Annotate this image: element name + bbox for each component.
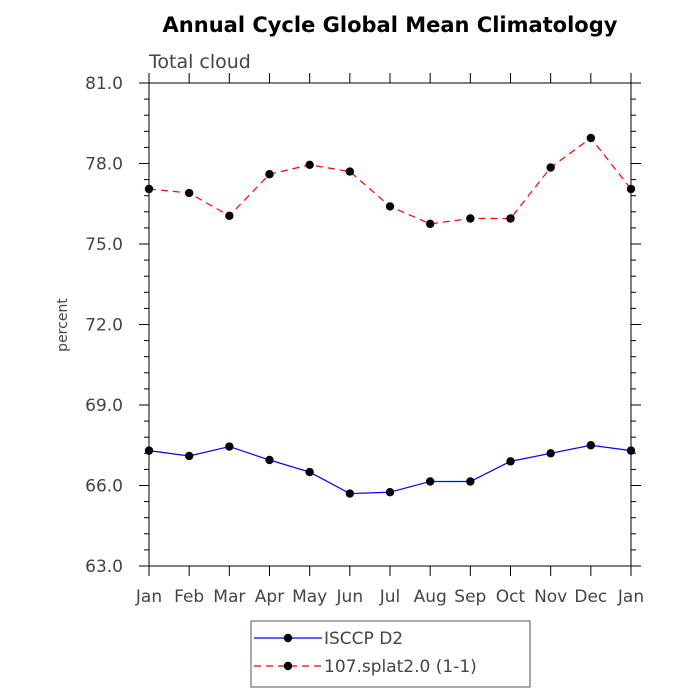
- legend-box: [250, 620, 531, 688]
- legend: ISCCP D2 107.splat2.0 (1-1): [250, 620, 531, 688]
- y-axis: 63.0 66.0 69.0 72.0 75.0 78.0 81.0: [85, 74, 641, 577]
- x-tick-label: May: [292, 587, 327, 607]
- data-point: [546, 163, 555, 172]
- data-point: [506, 214, 515, 223]
- data-point: [425, 219, 435, 229]
- y-axis-label: percent: [55, 298, 71, 352]
- data-point: [586, 133, 596, 143]
- data-point: [345, 489, 355, 498]
- data-point: [385, 488, 395, 497]
- data-point: [184, 451, 194, 461]
- data-point: [546, 449, 555, 458]
- legend-marker: [283, 661, 293, 671]
- y-tick-label: 81.0: [85, 74, 123, 94]
- y-tick-label: 69.0: [85, 396, 123, 416]
- data-point: [626, 184, 636, 194]
- data-point: [265, 455, 274, 465]
- data-point: [144, 446, 154, 455]
- chart-title: Annual Cycle Global Mean Climatology: [163, 13, 618, 37]
- legend-marker: [283, 633, 293, 643]
- series-1: [144, 441, 636, 498]
- data-point: [466, 214, 475, 223]
- y-tick-label: 66.0: [85, 477, 123, 497]
- data-point: [305, 160, 314, 170]
- data-point: [385, 202, 395, 211]
- data-point: [626, 446, 636, 455]
- legend-label: 107.splat2.0 (1-1): [324, 657, 477, 677]
- data-point: [466, 477, 475, 486]
- x-tick-label: Apr: [255, 587, 284, 607]
- x-tick-label: Oct: [496, 587, 526, 607]
- series-layer: [144, 133, 636, 498]
- data-point: [305, 467, 314, 477]
- x-tick-label: Jun: [336, 587, 364, 607]
- data-point: [586, 441, 596, 450]
- x-tick-label: Nov: [534, 587, 567, 607]
- x-tick-label: Aug: [414, 587, 447, 607]
- x-tick-label: Mar: [213, 587, 245, 607]
- data-point: [225, 442, 234, 451]
- x-tick-label: Feb: [174, 587, 204, 607]
- x-axis: Jan Feb Mar Apr May Jun Jul Aug Sep Oct Nov Dec Jan: [135, 73, 644, 607]
- data-point: [184, 188, 194, 198]
- data-point: [144, 184, 154, 194]
- y-tick-label: 78.0: [85, 155, 123, 175]
- x-tick-label: Jan: [617, 587, 644, 607]
- data-point: [265, 170, 274, 179]
- x-tick-label: Jan: [135, 587, 162, 607]
- data-point: [345, 167, 355, 176]
- y-tick-label: 72.0: [85, 316, 123, 336]
- chart-subtitle: Total cloud: [148, 51, 251, 73]
- series-line: [148, 137, 632, 225]
- x-tick-label: Dec: [574, 587, 607, 607]
- y-tick-label: 75.0: [85, 235, 123, 255]
- legend-label: ISCCP D2: [324, 629, 403, 649]
- series-2: [144, 133, 636, 229]
- y-tick-label: 63.0: [85, 557, 123, 577]
- data-point: [225, 211, 234, 221]
- x-tick-label: Sep: [454, 587, 486, 607]
- data-point: [506, 457, 515, 466]
- data-point: [425, 477, 435, 486]
- series-line: [148, 444, 632, 495]
- x-tick-label: Jul: [379, 587, 401, 607]
